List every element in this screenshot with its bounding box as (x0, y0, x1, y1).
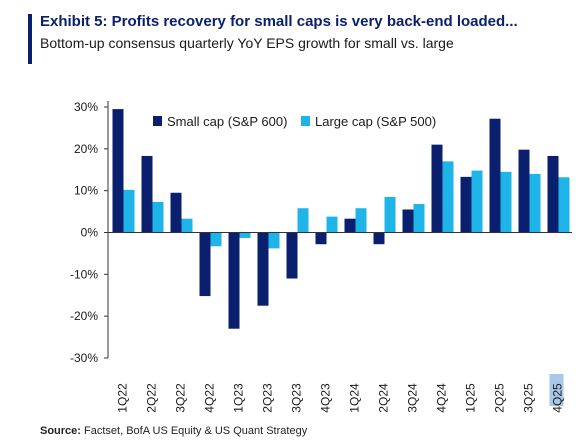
legend-large-cap-swatch (301, 116, 310, 126)
large-cap-bar-2q24 (384, 196, 396, 233)
y-tick-label: 10% (74, 184, 98, 198)
small-cap-bar-1q25 (460, 176, 472, 233)
large-cap-bar-3q24 (413, 204, 425, 233)
large-cap-bar-4q22 (210, 232, 222, 247)
small-cap-bar-3q25 (518, 149, 530, 233)
x-tick-label-4q23: 4Q23 (319, 383, 333, 413)
x-tick-label-3q25: 3Q25 (522, 383, 536, 413)
small-cap-bar-2q22 (141, 155, 153, 233)
large-cap-bar-1q25 (471, 170, 483, 233)
large-cap-bar-4q23 (326, 216, 338, 233)
source-text: Factset, BofA US Equity & US Quant Strat… (84, 425, 308, 437)
large-cap-bar-4q25 (558, 177, 570, 233)
x-tick-label-1q25: 1Q25 (464, 383, 478, 413)
x-tick-label-4q24: 4Q24 (435, 383, 449, 413)
title-accent-bar (28, 14, 32, 64)
x-tick-label-3q23: 3Q23 (290, 383, 304, 413)
large-cap-bar-1q23 (239, 232, 251, 238)
small-cap-bar-3q22 (170, 192, 182, 233)
y-tick-label: 0% (81, 226, 99, 240)
large-cap-bar-2q22 (152, 201, 164, 233)
eps-growth-chart: 30% 20% 10% 0% -10% -20% -30% 1Q22 2Q22 3Q22 4Q22 1… (70, 100, 572, 413)
highlight-label-background (549, 374, 564, 406)
large-cap-bar-3q22 (181, 218, 193, 233)
y-tick-label: 20% (74, 142, 98, 156)
x-tick-label-2q23: 2Q23 (261, 383, 275, 413)
small-cap-bar-1q23 (228, 232, 240, 329)
x-tick-label-2q24: 2Q24 (377, 383, 391, 413)
small-cap-bar-4q24 (431, 144, 443, 233)
x-tick-label-3q24: 3Q24 (406, 383, 420, 413)
y-tick-label: 30% (74, 100, 98, 114)
x-tick-label-4q22: 4Q22 (203, 383, 217, 413)
large-cap-bar-1q24 (355, 208, 367, 233)
small-cap-bar-2q23 (257, 232, 269, 306)
large-cap-bar-4q24 (442, 161, 454, 233)
small-cap-bar-1q22 (112, 109, 124, 233)
large-cap-bar-3q23 (297, 208, 309, 233)
y-tick-label: -10% (70, 267, 98, 281)
large-cap-bar-1q22 (123, 189, 135, 233)
y-tick-label: -30% (70, 351, 98, 365)
small-cap-bar-4q22 (199, 232, 211, 297)
small-cap-bar-3q23 (286, 232, 298, 279)
legend-small-cap-swatch (153, 116, 162, 126)
x-tick-label-1q22: 1Q22 (116, 383, 130, 413)
small-cap-bar-4q23 (315, 232, 327, 245)
x-tick-label-4q25: 4Q25 (551, 383, 565, 413)
source-label: Source: (40, 425, 81, 437)
small-cap-bar-4q25 (547, 155, 559, 233)
small-cap-bar-3q24 (402, 209, 414, 233)
large-cap-bar-2q23 (268, 232, 280, 249)
legend-large-cap-label: Large cap (S&P 500) (315, 114, 436, 129)
x-tick-label-1q24: 1Q24 (348, 383, 362, 413)
chart-title: Exhibit 5: Profits recovery for small ca… (40, 13, 518, 30)
chart-subtitle: Bottom-up consensus quarterly YoY EPS gr… (40, 35, 454, 51)
source-note: Source: Factset, BofA US Equity & US Qua… (40, 425, 307, 437)
small-cap-bar-2q24 (373, 232, 385, 245)
small-cap-bar-1q24 (344, 218, 356, 233)
x-tick-label-2q25: 2Q25 (493, 383, 507, 413)
small-cap-bar-2q25 (489, 118, 501, 233)
y-tick-label: -20% (70, 309, 98, 323)
large-cap-bar-2q25 (500, 171, 512, 233)
x-tick-label-2q22: 2Q22 (145, 383, 159, 413)
large-cap-bar-3q25 (529, 173, 541, 233)
x-tick-label-1q23: 1Q23 (232, 383, 246, 413)
legend-small-cap-label: Small cap (S&P 600) (167, 114, 287, 129)
x-tick-label-3q22: 3Q22 (174, 383, 188, 413)
